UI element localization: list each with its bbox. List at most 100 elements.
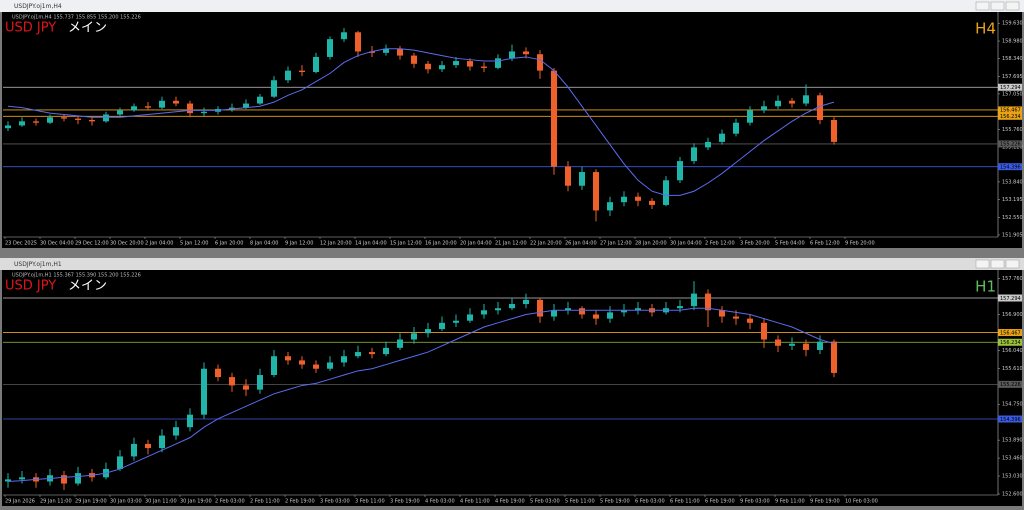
candle-body	[397, 48, 403, 56]
timeframe: H4	[975, 20, 996, 38]
x-tick-label: 29 Dec 12:00	[75, 241, 109, 247]
window-title: USDJPY.oj1m,H1	[14, 261, 62, 268]
chart-label: メイン	[68, 21, 107, 36]
candle-body	[33, 121, 39, 123]
candle-body	[509, 51, 515, 59]
candle-body	[523, 299, 529, 305]
x-tick-label: 9 Feb 19:00	[810, 499, 840, 505]
level-label: 156.234	[1000, 340, 1021, 346]
candle-body	[747, 110, 753, 123]
window-button[interactable]	[1005, 259, 1020, 269]
level-tag	[998, 106, 1022, 114]
candle-body	[229, 107, 235, 110]
candle-body	[145, 106, 151, 108]
candle-body	[187, 103, 193, 114]
candle-body	[565, 166, 571, 186]
candle-body	[803, 343, 809, 350]
candle-body	[593, 172, 599, 211]
y-tick-label: 152.550	[1002, 215, 1023, 221]
candle-body	[789, 100, 795, 104]
x-tick-label: 30 Jan 11:00	[145, 499, 177, 505]
candle-body	[355, 352, 361, 357]
timeframe: H1	[975, 278, 996, 296]
candle-body	[341, 32, 347, 40]
candle-body	[621, 196, 627, 203]
candle-body	[313, 56, 319, 73]
x-tick-label: 14 Jan 04:00	[355, 241, 387, 247]
y-tick-label: 158.980	[1002, 39, 1023, 45]
y-tick-label: 153.840	[1002, 179, 1023, 185]
candle-body	[327, 39, 333, 57]
candle-body	[467, 314, 473, 321]
candle-body	[19, 477, 25, 480]
symbol: USD JPY	[5, 279, 56, 294]
candle-body	[285, 70, 291, 81]
x-tick-label: 30 Jan 04:00	[670, 241, 702, 247]
candle-body	[397, 339, 403, 348]
window-button[interactable]	[990, 1, 1005, 11]
x-tick-label: 2 Feb 12:00	[705, 241, 735, 247]
window-button[interactable]	[990, 259, 1005, 269]
x-tick-label: 28 Jan 20:00	[635, 241, 667, 247]
candle-body	[47, 117, 53, 123]
candle-body	[733, 316, 739, 319]
candle-body	[481, 66, 487, 68]
candle-body	[537, 299, 543, 317]
candle-body	[243, 385, 249, 390]
x-tick-label: 5 Feb 03:00	[530, 499, 560, 505]
x-tick-label: 30 Jan 19:00	[180, 499, 212, 505]
candle-body	[621, 310, 627, 313]
candle-body	[411, 55, 417, 64]
candle-body	[453, 320, 459, 323]
candle-body	[131, 443, 137, 457]
y-tick-label: 156.900	[1002, 312, 1023, 318]
chart-label: メイン	[68, 279, 107, 294]
candle-body	[229, 377, 235, 386]
title-bar	[0, 258, 1024, 270]
candle-body	[383, 48, 389, 53]
window-button[interactable]	[1005, 1, 1020, 11]
candle-body	[439, 322, 445, 330]
y-tick-label: 155.760	[1002, 127, 1023, 133]
window-button[interactable]	[975, 1, 990, 11]
x-tick-label: 9 Feb 03:00	[740, 499, 770, 505]
x-tick-label: 9 Feb 20:00	[845, 241, 875, 247]
x-tick-label: 9 Jan 12:00	[285, 241, 313, 247]
candle-body	[355, 32, 361, 52]
level-label: 156.467	[1000, 108, 1021, 114]
x-tick-label: 22 Jan 20:00	[530, 241, 562, 247]
candle-body	[201, 111, 207, 114]
candle-body	[75, 473, 81, 484]
y-tick-label: 158.340	[1002, 56, 1023, 62]
candle-body	[145, 443, 151, 449]
candle-body	[719, 310, 725, 317]
x-tick-label: 20 Jan 04:00	[460, 241, 492, 247]
x-tick-label: 4 Feb 19:00	[495, 499, 525, 505]
candle-body	[775, 100, 781, 107]
candle-body	[817, 95, 823, 120]
title-bar	[0, 0, 1024, 12]
window-button[interactable]	[975, 259, 990, 269]
candle-body	[187, 414, 193, 428]
x-tick-label: 8 Jan 04:00	[250, 241, 278, 247]
x-tick-label: 3 Feb 19:00	[390, 499, 420, 505]
candle-body	[649, 200, 655, 205]
y-tick-label: 157.695	[1002, 74, 1023, 80]
level-tag	[998, 415, 1022, 423]
x-tick-label: 2 Jan 04:00	[145, 241, 173, 247]
x-tick-label: 30 Jan 03:00	[110, 499, 142, 505]
candle-body	[719, 133, 725, 142]
candle-body	[789, 343, 795, 346]
x-tick-label: 26 Jan 04:00	[565, 241, 597, 247]
y-tick-label: 153.195	[1002, 197, 1023, 203]
candle-body	[453, 61, 459, 66]
candle-body	[803, 95, 809, 104]
candle-body	[677, 161, 683, 181]
candle-body	[691, 293, 697, 307]
candle-body	[761, 322, 767, 340]
x-tick-label: 2 Feb 03:00	[215, 499, 245, 505]
x-tick-label: 5 Feb 04:00	[775, 241, 805, 247]
x-tick-label: 16 Jan 20:00	[425, 241, 457, 247]
candle-body	[243, 103, 249, 108]
